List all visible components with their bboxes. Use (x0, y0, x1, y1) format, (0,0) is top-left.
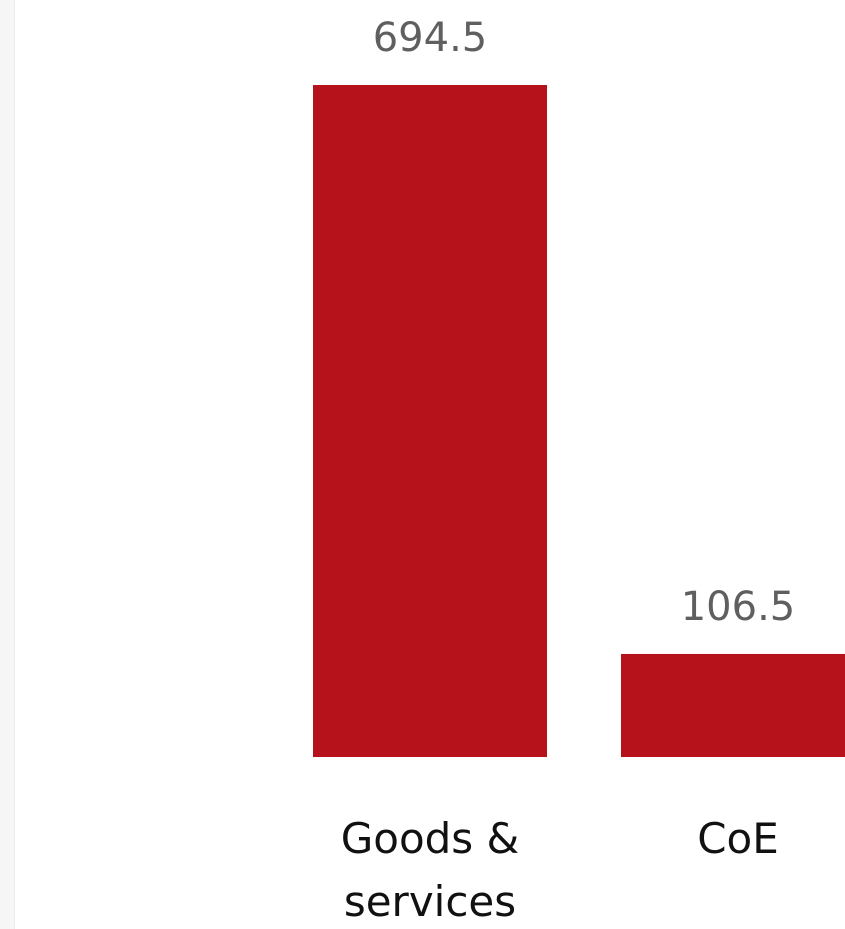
category-labels-group: Goods & services CoE (341, 814, 779, 926)
bars-group (313, 85, 845, 757)
category-label-1: Goods & services (341, 814, 520, 926)
category-label-2: CoE (697, 814, 779, 863)
category-label-line: services (344, 877, 516, 926)
value-labels-group: 694.5 106.5 (373, 15, 796, 630)
category-label-line: CoE (697, 814, 779, 863)
bar-2 (621, 653, 845, 757)
data-label-1: 694.5 (373, 15, 488, 61)
category-label-line: Goods & (341, 814, 520, 863)
left-panel-edge (0, 0, 15, 929)
bar-1 (313, 85, 547, 757)
data-label-2: 106.5 (681, 584, 796, 630)
